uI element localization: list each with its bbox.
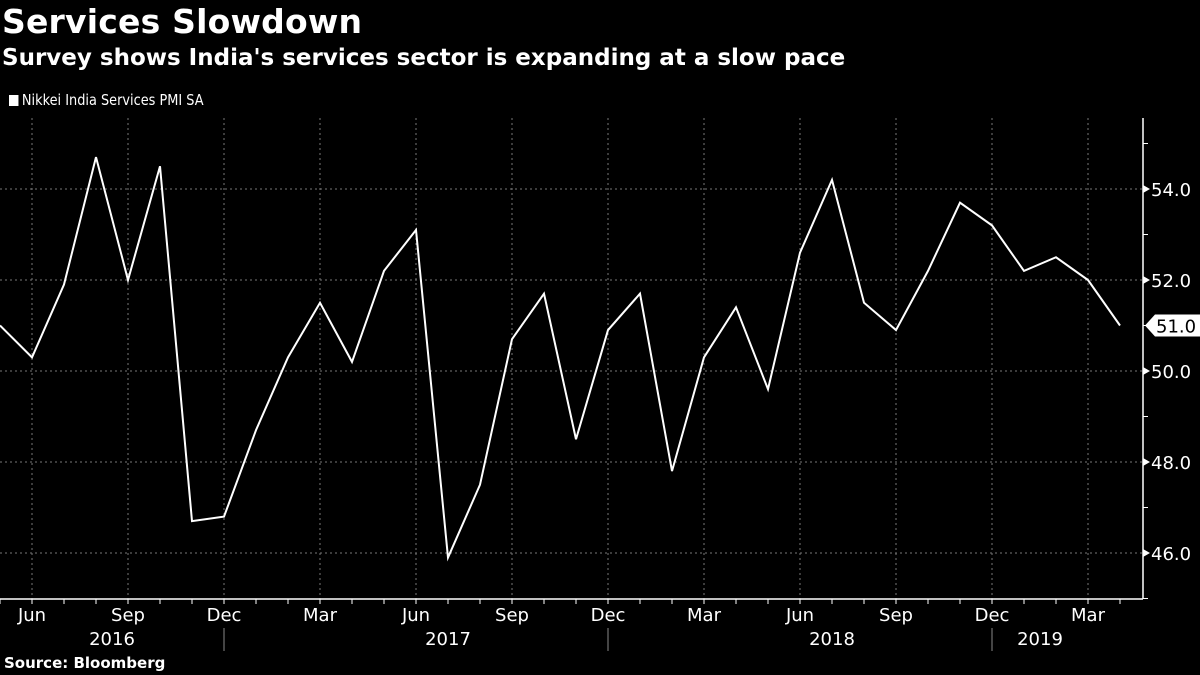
legend-swatch xyxy=(9,94,19,106)
y-axis-ticks: 46.0 48.0 50.0 52.0 54.0 xyxy=(1143,143,1191,599)
x-tick-label: Jun xyxy=(17,605,46,626)
last-value-badge xyxy=(1145,314,1200,337)
y-tick-marker xyxy=(1143,185,1150,193)
x-year-label: 2016 xyxy=(89,629,135,650)
grid-lines xyxy=(0,118,1143,599)
y-tick-label: 48.0 xyxy=(1151,453,1191,474)
chart-subtitle: Survey shows India's services sector is … xyxy=(2,45,846,71)
legend-label: Nikkei India Services PMI SA xyxy=(21,91,204,109)
y-tick-label: 50.0 xyxy=(1151,362,1191,383)
x-tick-label: Dec xyxy=(591,605,626,626)
y-tick-label: 46.0 xyxy=(1151,544,1191,565)
y-tick-marker xyxy=(1143,276,1150,284)
series-line xyxy=(0,156,1121,562)
x-tick-label: Mar xyxy=(1071,605,1106,626)
y-tick-label: 52.0 xyxy=(1151,271,1191,292)
axes xyxy=(0,118,1144,600)
x-year-label: 2017 xyxy=(425,629,471,650)
x-year-label: 2018 xyxy=(809,629,855,650)
series-group xyxy=(0,156,1121,562)
x-tick-label: Dec xyxy=(207,605,242,626)
y-tick-marker xyxy=(1143,458,1150,466)
last-value-label: 51.0 xyxy=(1156,317,1196,338)
x-axis-ticks: Jun Sep Dec Mar Jun Sep Dec Mar Jun Sep Dec Mar 2016… xyxy=(0,599,1121,651)
y-tick-marker xyxy=(1143,549,1150,557)
chart-title: Services Slowdown xyxy=(2,2,363,41)
x-tick-label: Jun xyxy=(401,605,430,626)
x-tick-label: Mar xyxy=(687,605,722,626)
x-tick-label: Sep xyxy=(495,605,529,626)
x-tick-label: Sep xyxy=(111,605,145,626)
x-tick-label: Jun xyxy=(785,605,814,626)
legend: Nikkei India Services PMI SA xyxy=(9,91,204,109)
x-year-label: 2019 xyxy=(1017,629,1063,650)
source-note: Source: Bloomberg xyxy=(4,654,166,672)
y-tick-marker xyxy=(1143,367,1150,375)
x-tick-label: Mar xyxy=(303,605,338,626)
last-value-marker: 51.0 xyxy=(1145,314,1200,338)
y-tick-label: 54.0 xyxy=(1151,180,1191,201)
x-tick-label: Sep xyxy=(879,605,913,626)
x-tick-label: Dec xyxy=(975,605,1010,626)
